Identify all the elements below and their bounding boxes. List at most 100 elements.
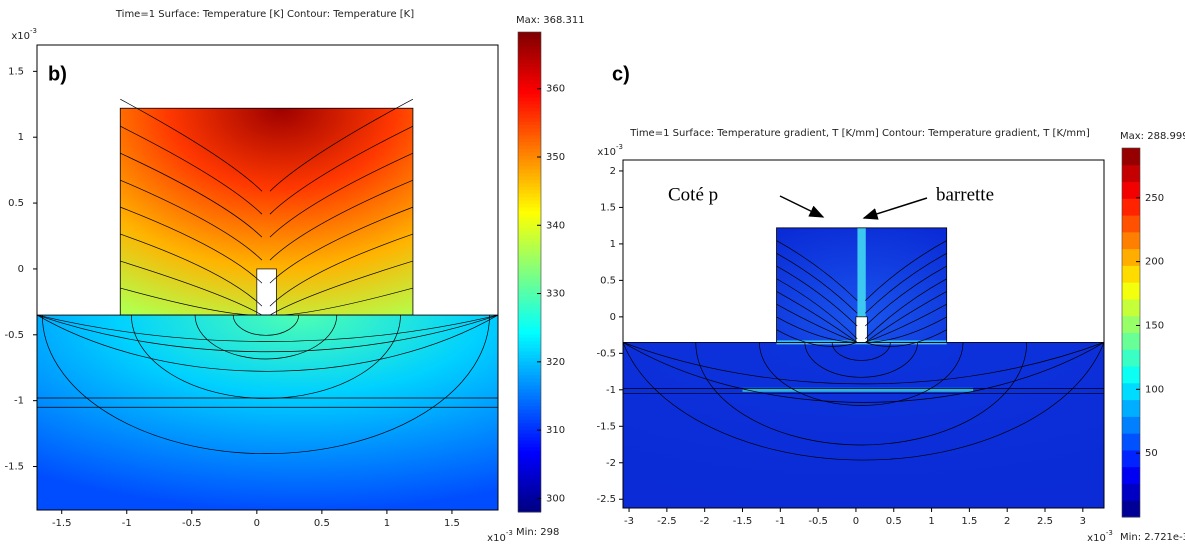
multiplier-base: x10 <box>597 147 616 158</box>
contour <box>232 315 300 336</box>
multiplier-base: x10 <box>11 31 30 42</box>
colorbar-band <box>518 186 541 191</box>
x-tick-label: -1 <box>775 516 785 527</box>
colorbar-band <box>518 446 541 451</box>
colorbar-band <box>518 52 541 57</box>
colorbar-band <box>518 182 541 187</box>
colorbar-band <box>518 426 541 431</box>
y-tick-label: -2 <box>606 458 616 469</box>
colorbar-band <box>1122 148 1140 166</box>
annotation: Coté p <box>668 184 718 205</box>
colorbar-band <box>518 457 541 462</box>
y-tick-label: -1 <box>606 385 616 396</box>
colorbar-band <box>518 464 541 468</box>
y-tick-label: -1.5 <box>4 462 24 473</box>
colorbar-band <box>518 268 541 273</box>
colorbar-band <box>518 97 541 102</box>
colorbar-band <box>518 378 541 383</box>
y-tick-label: 1.5 <box>600 202 616 213</box>
x-tick-label: -1.5 <box>733 516 753 527</box>
contour <box>36 314 499 342</box>
colorbar-band <box>518 505 541 510</box>
contour <box>695 342 1028 446</box>
colorbar-band <box>518 306 541 311</box>
x-tick-label: 0 <box>254 518 260 529</box>
colorbar-tick-label: 300 <box>546 493 565 504</box>
colorbar-band <box>518 124 541 129</box>
contour <box>120 125 414 215</box>
colorbar-band <box>518 83 541 88</box>
contour <box>120 233 414 307</box>
colorbar-band <box>518 409 541 414</box>
colorbar-band <box>518 422 541 427</box>
colorbar-band <box>518 169 541 174</box>
colorbar-band <box>518 62 541 67</box>
colorbar-band <box>518 244 541 249</box>
colorbar-min: Min: 298 <box>516 527 559 538</box>
contour <box>120 206 414 284</box>
colorbar-band <box>518 189 541 194</box>
colorbar-tick-label: 100 <box>1145 384 1164 395</box>
y-tick-label: 1 <box>18 132 24 143</box>
colorbar-min: Min: 2.721e-3 <box>1120 532 1185 543</box>
colorbar-tick-label: 330 <box>546 289 565 300</box>
colorbar-band <box>518 474 541 479</box>
colorbar-band <box>518 86 541 91</box>
colorbar-band <box>518 172 541 177</box>
colorbar-band <box>1122 248 1140 266</box>
colorbar-band <box>518 354 541 359</box>
y-tick-label: -2.5 <box>596 494 616 505</box>
colorbar-band <box>518 121 541 126</box>
layer <box>742 387 974 392</box>
colorbar-band <box>518 460 541 465</box>
contour <box>776 278 947 340</box>
colorbar-tick-label: 310 <box>546 425 565 436</box>
slot <box>256 268 277 316</box>
colorbar-tick-label: 360 <box>546 84 565 95</box>
substrate <box>623 342 1104 508</box>
colorbar-band <box>518 299 541 304</box>
colorbar-band <box>518 347 541 352</box>
substrate <box>37 315 498 510</box>
colorbar-band <box>518 508 541 513</box>
colorbar-band <box>518 381 541 386</box>
colorbar-band <box>518 42 541 47</box>
colorbar-band <box>518 179 541 184</box>
contour <box>804 342 918 378</box>
colorbar-band <box>1122 164 1140 183</box>
colorbar-band <box>518 402 541 407</box>
colorbar-band <box>518 443 541 448</box>
colorbar-band <box>518 395 541 400</box>
y-tick-label: 0.5 <box>600 275 616 286</box>
colorbar-band <box>518 32 541 36</box>
y-tick-label: 1 <box>610 239 616 250</box>
colorbar-band <box>518 470 541 475</box>
y-tick-label: 1.5 <box>8 66 24 77</box>
colorbar-band <box>1122 399 1140 417</box>
contour <box>622 342 1105 403</box>
colorbar-band <box>518 93 541 98</box>
colorbar-band <box>518 285 541 290</box>
colorbar-band <box>518 330 541 335</box>
colorbar-band <box>518 302 541 307</box>
y-tick-label: -0.5 <box>596 348 616 359</box>
colorbar-band <box>518 114 541 119</box>
colorbar-band <box>518 104 541 108</box>
colorbar-band <box>518 38 541 43</box>
y-tick-label: 0.5 <box>8 198 24 209</box>
colorbar-band <box>518 337 541 342</box>
colorbar-band <box>1122 466 1140 484</box>
colorbar-band <box>518 117 541 122</box>
colorbar-band <box>518 344 541 348</box>
axis-multiplier: x10-3 <box>11 27 37 42</box>
colorbar-band <box>518 498 541 503</box>
colorbar-band <box>518 272 541 276</box>
colorbar-band <box>518 148 541 153</box>
contour <box>41 315 490 454</box>
x-tick-label: 1.5 <box>444 518 460 529</box>
colorbar-band <box>1122 449 1140 468</box>
colorbar-band <box>518 49 541 54</box>
x-tick-label: -2.5 <box>657 516 677 527</box>
x-tick-label: 1 <box>928 516 934 527</box>
x-tick-label: 1 <box>384 518 390 529</box>
